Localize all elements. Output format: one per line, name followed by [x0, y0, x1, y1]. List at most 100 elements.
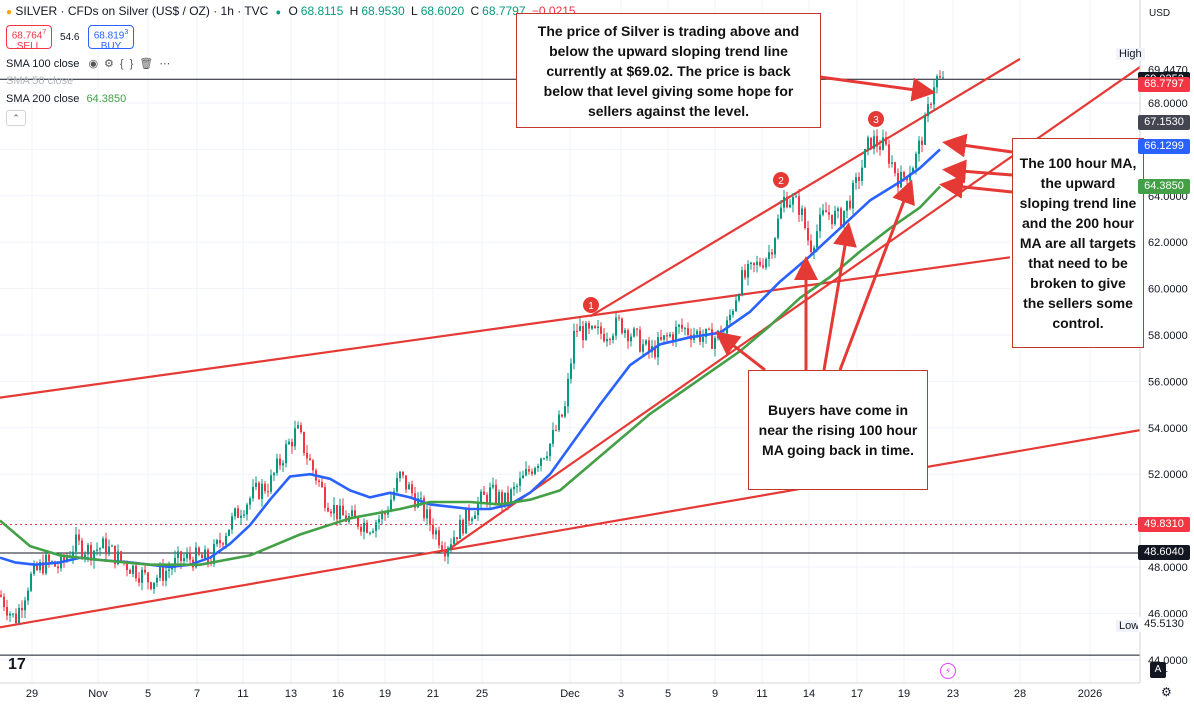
candle — [27, 587, 29, 605]
candle — [495, 479, 497, 506]
callout-arrow — [822, 222, 857, 371]
candle — [12, 613, 14, 618]
candle — [555, 424, 557, 432]
candle — [525, 461, 527, 477]
candle — [231, 512, 233, 535]
wave-marker: 1 — [583, 297, 599, 313]
candle — [204, 545, 206, 559]
candle — [183, 552, 185, 565]
candle — [243, 510, 245, 518]
candle — [135, 561, 137, 582]
candle — [201, 552, 203, 559]
candle — [918, 136, 920, 162]
collapse-legend-icon[interactable]: ⌃ — [6, 110, 26, 126]
x-tick-label: 25 — [476, 688, 488, 700]
candle — [543, 457, 545, 460]
candle — [99, 547, 101, 556]
candle — [615, 312, 617, 340]
candle — [138, 572, 140, 587]
symbol-logo-icon: ● — [6, 7, 13, 18]
candle — [465, 508, 467, 534]
candle — [90, 541, 92, 566]
candle — [402, 471, 404, 479]
symbol-title[interactable]: SILVER · CFDs on Silver (US$ / OZ) · 1h … — [15, 4, 269, 18]
candle — [219, 532, 221, 548]
indicator-sma200[interactable]: SMA 200 close 64.3850 — [6, 93, 127, 105]
candle — [606, 332, 608, 347]
candle — [930, 102, 932, 109]
market-open-icon: ● — [275, 7, 282, 17]
auto-scale-button[interactable]: A — [1150, 662, 1166, 678]
candle — [642, 339, 644, 356]
indicator-actions-icon[interactable]: ◉⚙{}🗑⋯ — [88, 58, 177, 70]
candle — [0, 590, 2, 598]
candle — [15, 608, 17, 625]
x-tick-label: 14 — [803, 688, 815, 700]
x-tick-label: 11 — [756, 688, 767, 700]
indicator-sma100[interactable]: SMA 100 close ◉⚙{}🗑⋯ — [6, 58, 177, 70]
candle — [84, 551, 86, 563]
candle — [258, 481, 260, 501]
candle — [363, 518, 365, 540]
x-tick-label: 29 — [26, 688, 38, 700]
candle — [927, 96, 929, 123]
callout-top: The price of Silver is trading above and… — [516, 13, 821, 128]
candle — [246, 502, 248, 521]
candle — [573, 323, 575, 370]
sell-button[interactable]: 68.7647 SELL — [6, 25, 52, 52]
candle — [741, 266, 743, 297]
candle — [450, 538, 452, 553]
x-tick-label: 2026 — [1078, 688, 1102, 700]
candle — [108, 539, 110, 557]
y-tick-label: 56.0000 — [1148, 376, 1188, 388]
wave-marker-label: 3 — [873, 115, 879, 126]
candle — [750, 261, 752, 270]
candle — [549, 443, 551, 462]
candle — [522, 470, 524, 479]
y-tick-label: 62.0000 — [1148, 237, 1188, 249]
y-tick-label: 58.0000 — [1148, 330, 1188, 342]
candle — [876, 129, 878, 153]
callout-right: The 100 hour MA, the upward sloping tren… — [1012, 138, 1144, 348]
candle — [933, 80, 935, 111]
ohlc-values: O 68.8115 H 68.9530 L 68.6020 C 68.7797 −0.0… — [288, 4, 576, 18]
candle — [114, 545, 116, 569]
candle — [324, 483, 326, 512]
candle — [834, 205, 836, 226]
candle — [792, 193, 794, 213]
candle — [132, 564, 134, 578]
lightning-icon[interactable]: ⚡ — [940, 663, 956, 679]
candle — [810, 234, 812, 255]
candle — [255, 476, 257, 491]
candle — [531, 468, 533, 477]
candle — [156, 574, 158, 587]
callout-arrow — [942, 133, 1013, 158]
currency-label[interactable]: USD — [1149, 8, 1171, 19]
x-tick-label: 16 — [332, 688, 344, 700]
candle — [429, 506, 431, 532]
candle — [9, 611, 11, 622]
price-tag-h1: 67.1530 — [1138, 115, 1190, 131]
candle — [765, 257, 767, 271]
buy-button[interactable]: 68.8193 BUY — [88, 25, 134, 52]
candle — [894, 161, 896, 177]
candle — [921, 136, 923, 153]
candle — [489, 482, 491, 510]
candle — [561, 414, 563, 418]
candle — [456, 537, 458, 545]
candle — [492, 477, 494, 490]
candle — [849, 195, 851, 211]
candle — [264, 480, 266, 494]
candle — [891, 155, 893, 168]
candle — [756, 255, 758, 273]
candle — [684, 326, 686, 336]
candle — [633, 326, 635, 338]
candle — [858, 172, 860, 190]
indicator-sma50[interactable]: SMA 50 close — [6, 75, 74, 87]
candle — [447, 545, 449, 565]
candle — [18, 604, 20, 625]
candle — [576, 323, 578, 338]
candle — [681, 318, 683, 332]
settings-gear-icon[interactable]: ⚙ — [1161, 685, 1172, 699]
candle — [747, 260, 749, 286]
